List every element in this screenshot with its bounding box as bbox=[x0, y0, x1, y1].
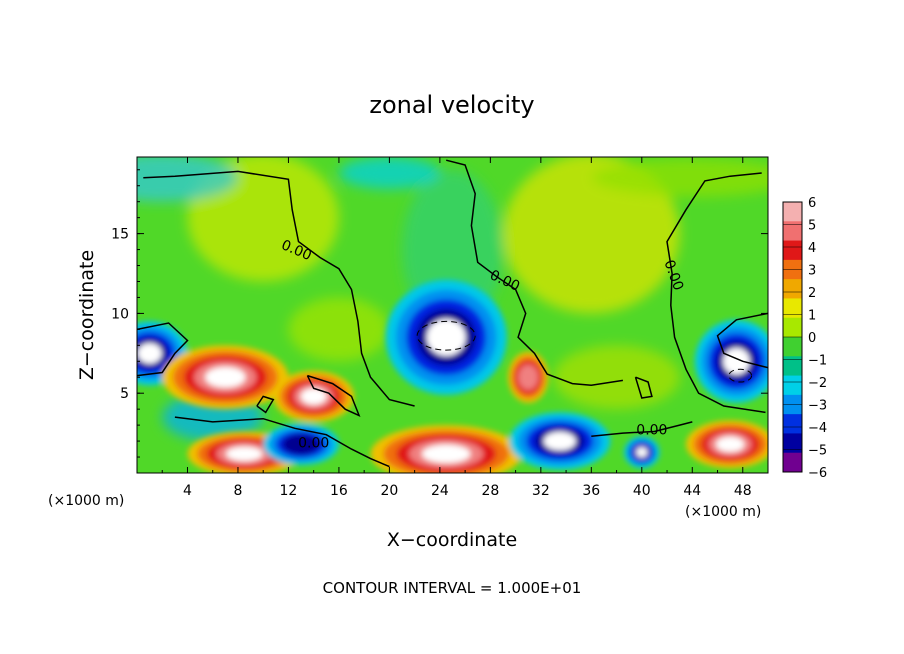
x-tick-label: 28 bbox=[481, 483, 499, 499]
zero-contour-line bbox=[716, 312, 768, 369]
x-unit-right: (×1000 m) bbox=[685, 504, 761, 520]
x-tick-label: 32 bbox=[532, 483, 550, 499]
y-tick-label: 10 bbox=[111, 306, 129, 322]
colorbar-label: 1 bbox=[808, 309, 816, 324]
colorbar-swatch bbox=[783, 375, 802, 396]
colorbar-label: 5 bbox=[808, 219, 816, 234]
core-ring bbox=[226, 446, 263, 461]
x-tick-label: 44 bbox=[683, 483, 701, 499]
zero-contour-line bbox=[143, 170, 415, 407]
zero-contour-line bbox=[137, 322, 189, 377]
zero-contour-line bbox=[306, 374, 361, 417]
colorbar-swatch bbox=[783, 298, 802, 319]
zero-contour-line bbox=[256, 395, 275, 414]
field-region bbox=[137, 157, 238, 202]
core-ring bbox=[426, 318, 466, 356]
positive-core bbox=[685, 420, 768, 469]
field-region bbox=[338, 157, 440, 189]
colorbar-swatch bbox=[783, 452, 802, 473]
colorbar: 6 5 4 3 2 1 0 −1 −2 −3 −4 −5 −6 bbox=[782, 196, 827, 481]
colorbar-label: 4 bbox=[808, 241, 816, 256]
colorbar-label: −3 bbox=[808, 399, 827, 414]
positive-core bbox=[508, 351, 549, 403]
colorbar-swatch bbox=[783, 240, 802, 261]
y-axis-label: Z−coordinate bbox=[76, 250, 98, 380]
negative-core bbox=[385, 279, 507, 395]
positive-core bbox=[273, 370, 355, 422]
core-ring bbox=[205, 367, 246, 388]
x-unit-left: (×1000 m) bbox=[48, 493, 124, 509]
negative-core bbox=[694, 319, 768, 403]
x-tick-label: 16 bbox=[330, 483, 348, 499]
x-axis-label: X−coordinate bbox=[387, 529, 517, 551]
core-ring bbox=[636, 447, 648, 458]
x-tick-label: 20 bbox=[380, 483, 398, 499]
colorbar-label: −6 bbox=[808, 466, 827, 481]
x-axis: 4 8 12 16 20 24 28 32 36 40 44 48 bbox=[161, 157, 752, 499]
colorbar-swatch bbox=[783, 433, 802, 454]
core-ring bbox=[300, 388, 327, 405]
x-tick-label: 4 bbox=[183, 483, 192, 499]
colorbar-label: 6 bbox=[808, 196, 816, 211]
core-ring bbox=[723, 348, 750, 375]
zero-contour-line bbox=[666, 172, 766, 414]
colorbar-swatch bbox=[783, 356, 802, 377]
x-tick-label: 12 bbox=[280, 483, 298, 499]
core-ring bbox=[421, 444, 471, 464]
y-tick-label: 5 bbox=[120, 386, 129, 402]
plot-area: 0.000.00 0.000.000.00 bbox=[137, 157, 768, 473]
colorbar-label: −2 bbox=[808, 376, 827, 391]
colorbar-label: 0 bbox=[808, 331, 816, 346]
colorbar-label: −4 bbox=[808, 421, 827, 436]
colorbar-swatch bbox=[783, 414, 802, 434]
colorbar-label: −1 bbox=[808, 354, 827, 369]
colorbar-swatch bbox=[783, 279, 802, 299]
y-tick-label: 15 bbox=[111, 227, 129, 243]
contour-label: 0.00 bbox=[636, 423, 667, 439]
core-ring bbox=[543, 431, 576, 451]
field-region bbox=[503, 157, 680, 314]
colorbar-swatch bbox=[783, 202, 802, 222]
x-tick-label: 48 bbox=[734, 483, 752, 499]
x-tick-label: 36 bbox=[582, 483, 600, 499]
negative-core bbox=[263, 423, 339, 466]
plot-frame bbox=[136, 156, 769, 474]
field-region bbox=[553, 345, 680, 410]
positive-core bbox=[162, 345, 289, 410]
zero-contour-line bbox=[174, 416, 390, 468]
x-tick-label: 8 bbox=[233, 483, 242, 499]
zero-contour-line bbox=[446, 159, 624, 386]
x-tick-label: 24 bbox=[431, 483, 449, 499]
negative-core bbox=[509, 412, 611, 470]
colorbar-swatch bbox=[783, 317, 802, 338]
negative-contour-line bbox=[416, 320, 476, 351]
field-region bbox=[591, 158, 768, 197]
field-region bbox=[288, 297, 390, 362]
y-axis: 5 10 15 bbox=[111, 169, 768, 458]
core-ring bbox=[282, 434, 320, 455]
negative-contour-line bbox=[728, 368, 753, 383]
contour-label: 0.00 bbox=[298, 435, 329, 451]
colorbar-swatch bbox=[783, 337, 802, 357]
colorbar-label: 3 bbox=[808, 264, 816, 279]
contour-interval-note: CONTOUR INTERVAL = 1.000E+01 bbox=[323, 579, 582, 597]
colorbar-label: 2 bbox=[808, 286, 816, 301]
zero-contour-line bbox=[634, 376, 653, 399]
negative-core bbox=[624, 436, 660, 469]
colorbar-swatch bbox=[783, 221, 802, 242]
core-ring bbox=[137, 343, 162, 364]
zero-contour-line bbox=[591, 421, 693, 438]
colorbar-label: −5 bbox=[808, 444, 827, 459]
x-tick-label: 40 bbox=[633, 483, 651, 499]
chart-title: zonal velocity bbox=[369, 91, 534, 119]
core-ring bbox=[716, 436, 745, 452]
positive-core bbox=[370, 425, 522, 473]
core-ring bbox=[518, 364, 539, 390]
